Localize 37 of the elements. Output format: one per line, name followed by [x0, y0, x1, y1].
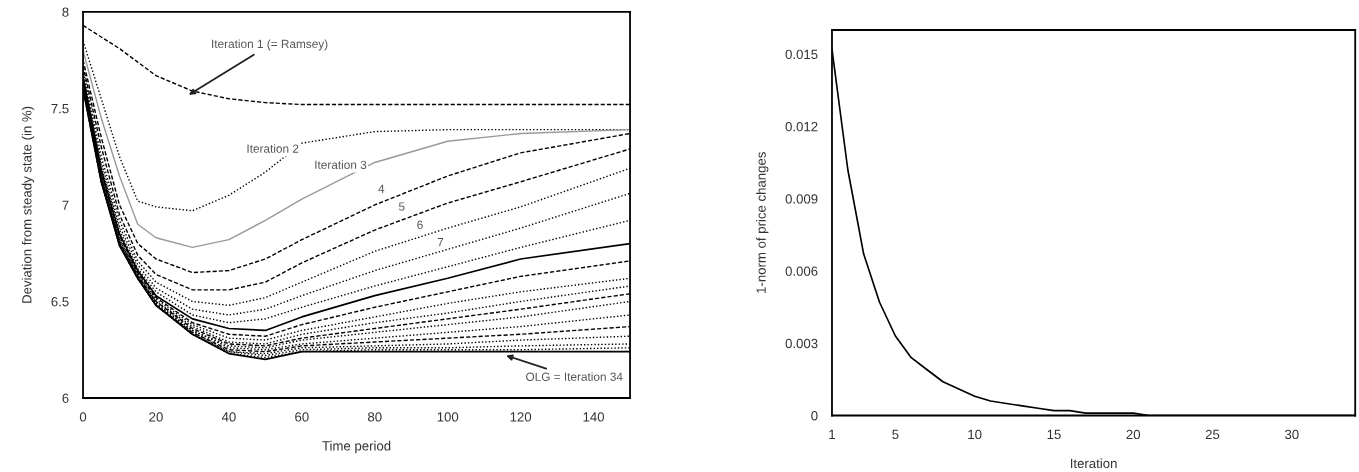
x-tick-label: 5 [892, 429, 899, 440]
x-tick-label: 140 [583, 412, 605, 422]
x-tick-label: 60 [295, 412, 309, 422]
series-label: Iteration 2 [247, 144, 299, 153]
series-label: 7 [437, 238, 444, 247]
x-tick-label: 10 [968, 429, 982, 440]
series-label: Iteration 3 [315, 160, 367, 169]
x-axis-title: Time period [322, 440, 391, 454]
y-axis-title: Deviation from steady state (in %) [21, 106, 35, 303]
x-tick-label: 0 [79, 412, 87, 422]
x-tick-label: 100 [437, 412, 459, 422]
annotation: Iteration 1 (= Ramsey) [212, 39, 328, 51]
x-tick-label: 25 [1205, 429, 1220, 440]
y-tick-label: 8 [62, 7, 69, 17]
y-tick-label: 7 [62, 200, 69, 210]
y-tick-label: 6.5 [51, 297, 69, 307]
x-tick-label: 1 [829, 429, 836, 439]
x-tick-label: 15 [1047, 429, 1061, 440]
series-label: 5 [398, 202, 405, 211]
y-tick-label: 6 [62, 393, 69, 403]
y-tick-label: 0.012 [785, 121, 818, 132]
series-label: 6 [417, 220, 423, 229]
y-tick-label: 0.003 [785, 338, 818, 349]
y-tick-label: 7.5 [51, 104, 69, 114]
x-tick-label: 30 [1284, 429, 1299, 440]
series-label: 4 [378, 184, 385, 193]
y-tick-label: 0.009 [785, 194, 818, 204]
x-axis-title: Iteration [1070, 458, 1117, 469]
x-tick-label: 120 [510, 412, 532, 422]
x-tick-label: 20 [149, 412, 163, 422]
y-axis-title: 1-norm of price changes [756, 152, 769, 293]
x-tick-label: 80 [368, 412, 382, 422]
y-tick-label: 0.015 [785, 49, 818, 60]
annotation: OLG = Iteration 34 [526, 372, 623, 381]
x-tick-label: 40 [221, 412, 236, 422]
x-tick-label: 20 [1126, 429, 1141, 440]
y-tick-label: 0.006 [785, 266, 818, 276]
